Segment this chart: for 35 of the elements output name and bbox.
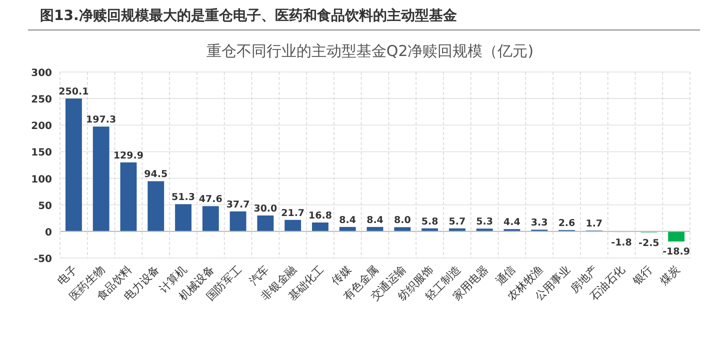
chart-subtitle: 重仓不同行业的主动型基金Q2净赎回规模（亿元) [206, 42, 534, 60]
data-label: -2.5 [638, 238, 660, 249]
data-label: 5.8 [421, 216, 439, 228]
data-label: 5.3 [476, 216, 493, 228]
x-tick-label: 银行 [630, 262, 656, 288]
data-label: 47.6 [198, 194, 223, 206]
data-label: 30.0 [254, 203, 278, 214]
data-label: 4.4 [504, 217, 521, 228]
y-tick-label: 250 [31, 94, 52, 106]
data-label: 21.7 [281, 208, 305, 219]
data-label: 37.7 [226, 199, 250, 210]
data-label: -18.9 [662, 246, 690, 258]
y-tick-label: 100 [31, 174, 52, 186]
y-tick-label: 300 [31, 68, 52, 79]
data-label: 197.3 [86, 114, 116, 126]
y-tick-label: -50 [34, 254, 52, 265]
y-tick-label: 0 [45, 227, 52, 238]
data-label: 94.5 [144, 169, 168, 180]
x-tick-label: 煤炭 [658, 262, 682, 288]
data-label: 8.0 [394, 215, 412, 226]
data-label: 1.7 [586, 218, 603, 230]
data-label: -1.8 [611, 237, 632, 248]
y-tick-label: 200 [31, 121, 52, 132]
data-label: 8.4 [366, 214, 384, 226]
data-label: 16.8 [308, 210, 332, 222]
data-label: 250.1 [58, 86, 89, 98]
data-label: 8.4 [339, 214, 356, 226]
data-label: 51.3 [172, 192, 195, 204]
chart-title: 图13.净赎回规模最大的是重仓电子、医药和食品饮料的主动型基金 [40, 7, 458, 24]
y-tick-label: 150 [31, 148, 52, 159]
data-label: 3.3 [530, 218, 548, 229]
data-label: 2.6 [558, 218, 576, 230]
data-label: 129.9 [113, 150, 144, 162]
y-tick-label: 50 [38, 200, 52, 212]
data-label: 5.7 [448, 216, 466, 228]
